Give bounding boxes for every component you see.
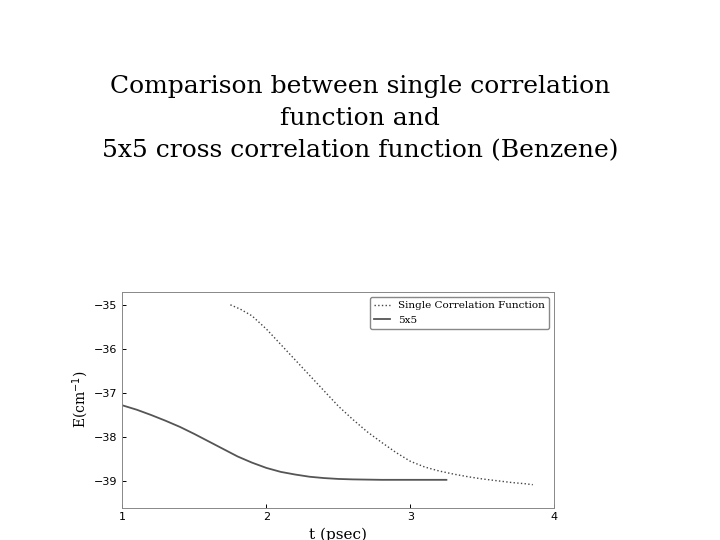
5x5 bbox=[305, 474, 314, 480]
Text: Comparison between single correlation
function and
5x5 cross correlation functio: Comparison between single correlation fu… bbox=[102, 75, 618, 163]
Single Correlation Function bbox=[248, 313, 256, 319]
5x5 bbox=[377, 477, 386, 483]
5x5 bbox=[406, 477, 415, 483]
Line: 5x5: 5x5 bbox=[122, 406, 446, 480]
Single Correlation Function bbox=[305, 372, 314, 379]
Single Correlation Function bbox=[236, 306, 245, 313]
Single Correlation Function bbox=[406, 458, 415, 464]
5x5 bbox=[276, 469, 285, 475]
5x5 bbox=[204, 438, 213, 445]
X-axis label: t (psec): t (psec) bbox=[310, 528, 367, 540]
Y-axis label: E(cm$^{-1}$): E(cm$^{-1}$) bbox=[71, 371, 91, 428]
5x5 bbox=[442, 477, 451, 483]
5x5 bbox=[190, 431, 199, 437]
5x5 bbox=[132, 407, 141, 413]
5x5 bbox=[161, 417, 170, 424]
Single Correlation Function bbox=[449, 471, 458, 477]
Single Correlation Function bbox=[392, 449, 400, 456]
Single Correlation Function bbox=[291, 357, 300, 363]
Single Correlation Function bbox=[478, 476, 487, 482]
5x5 bbox=[320, 475, 328, 481]
Single Correlation Function bbox=[435, 468, 444, 474]
5x5 bbox=[248, 460, 256, 466]
Single Correlation Function bbox=[377, 439, 386, 446]
Single Correlation Function bbox=[276, 341, 285, 348]
5x5 bbox=[291, 471, 300, 478]
Single Correlation Function bbox=[528, 482, 537, 488]
Single Correlation Function bbox=[464, 474, 472, 480]
5x5 bbox=[118, 402, 127, 409]
Line: Single Correlation Function: Single Correlation Function bbox=[230, 305, 533, 485]
5x5 bbox=[147, 412, 156, 418]
5x5 bbox=[262, 465, 271, 471]
Single Correlation Function bbox=[320, 388, 328, 394]
Single Correlation Function bbox=[262, 326, 271, 332]
Single Correlation Function bbox=[420, 464, 429, 470]
5x5 bbox=[420, 477, 429, 483]
5x5 bbox=[219, 446, 228, 452]
5x5 bbox=[392, 477, 400, 483]
Single Correlation Function bbox=[521, 481, 530, 487]
Single Correlation Function bbox=[348, 416, 357, 423]
5x5 bbox=[363, 476, 372, 483]
5x5 bbox=[233, 453, 242, 460]
Single Correlation Function bbox=[363, 429, 372, 435]
Single Correlation Function bbox=[507, 479, 516, 485]
Single Correlation Function bbox=[492, 477, 501, 484]
Single Correlation Function bbox=[226, 301, 235, 308]
5x5 bbox=[176, 424, 184, 430]
5x5 bbox=[348, 476, 357, 483]
Legend: Single Correlation Function, 5x5: Single Correlation Function, 5x5 bbox=[370, 297, 549, 329]
5x5 bbox=[327, 475, 336, 482]
5x5 bbox=[435, 477, 444, 483]
5x5 bbox=[334, 476, 343, 482]
Single Correlation Function bbox=[334, 403, 343, 409]
